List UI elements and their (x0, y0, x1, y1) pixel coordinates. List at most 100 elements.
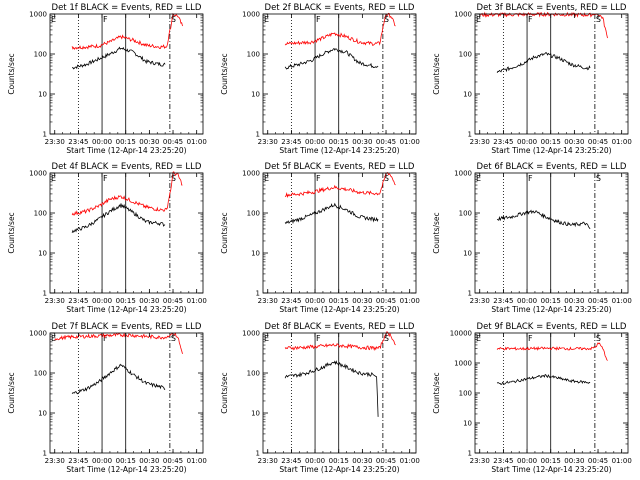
y-tick-label: 10 (463, 91, 472, 99)
marker-label-e: E (264, 174, 269, 183)
marker-label-e: E (51, 334, 56, 343)
x-tick-label: 23:45 (493, 138, 513, 146)
x-tick-label: 01:00 (400, 457, 420, 465)
plot-frame (262, 172, 417, 294)
y-tick-label: 1000 (29, 330, 47, 338)
x-tick-label: 00:00 (517, 297, 537, 305)
x-tick-label: 23:30 (45, 297, 65, 305)
y-tick-label: 100 (247, 370, 260, 378)
panel-title: Det 8f BLACK = Events, RED = LLD (265, 322, 415, 332)
plot-frame (474, 332, 629, 454)
marker-label-s: S (171, 174, 176, 183)
panel-title: Det 6f BLACK = Events, RED = LLD (477, 162, 627, 172)
y-tick-label: 1000 (454, 11, 472, 19)
series-line-events (284, 202, 379, 225)
plot-frame (474, 172, 629, 294)
x-tick-label: 00:00 (305, 297, 325, 305)
panel-title: Det 4f BLACK = Events, RED = LLD (52, 162, 202, 172)
y-tick-label: 100 (459, 210, 472, 218)
plot-frame (49, 13, 204, 135)
y-axis-label: Counts/sec (220, 53, 229, 94)
y-tick-label: 1000 (29, 11, 47, 19)
x-tick-label: 00:15 (329, 297, 349, 305)
series-line-lld (71, 171, 183, 216)
y-axis-label: Counts/sec (7, 53, 16, 94)
marker-label-e: E (476, 15, 481, 24)
panel-det-7f: Det 7f BLACK = Events, RED = LLD E F S 1 10 10… (7, 322, 207, 474)
x-tick-label: 01:00 (187, 457, 207, 465)
x-tick-label: 00:00 (517, 138, 537, 146)
x-tick-label: 23:45 (493, 457, 513, 465)
x-tick-label: 00:45 (588, 457, 608, 465)
y-tick-label: 1000 (242, 170, 260, 178)
y-tick-label: 1 (256, 131, 260, 139)
y-tick-label: 100 (34, 370, 47, 378)
series-line-lld (71, 12, 183, 50)
x-tick-label: 23:30 (258, 457, 278, 465)
y-axis-label: Counts/sec (432, 53, 441, 94)
y-axis-label: Counts/sec (432, 372, 441, 413)
x-tick-label: 00:00 (517, 457, 537, 465)
y-tick-label: 1000 (29, 170, 47, 178)
x-tick-label: 00:45 (376, 138, 396, 146)
marker-label-s: S (171, 15, 176, 24)
series-line-lld (496, 342, 608, 361)
marker-label-s: S (596, 174, 601, 183)
x-axis-label: Start Time (12-Apr-14 23:25:20) (279, 465, 399, 474)
y-tick-label: 100 (34, 51, 47, 59)
marker-label-s: S (171, 334, 176, 343)
x-tick-label: 00:15 (116, 297, 136, 305)
x-tick-label: 00:30 (352, 457, 372, 465)
y-axis-label: Counts/sec (220, 212, 229, 253)
y-tick-label: 1000 (242, 11, 260, 19)
panel-det-8f: Det 8f BLACK = Events, RED = LLD E F S 1 10 10… (220, 322, 420, 474)
marker-label-s: S (596, 15, 601, 24)
x-tick-label: 00:30 (564, 138, 584, 146)
marker-label-f: F (316, 15, 321, 24)
x-tick-label: 00:45 (163, 457, 183, 465)
plot-frame (262, 13, 417, 135)
x-tick-label: 00:45 (588, 297, 608, 305)
y-tick-label: 10 (463, 250, 472, 258)
x-tick-label: 00:30 (139, 297, 159, 305)
x-tick-label: 00:15 (116, 457, 136, 465)
marker-label-f: F (316, 174, 321, 183)
x-tick-label: 01:00 (612, 297, 632, 305)
marker-label-f: F (528, 334, 533, 343)
y-tick-label: 1 (43, 290, 47, 298)
y-tick-label: 1 (468, 450, 472, 458)
y-tick-label: 100 (247, 51, 260, 59)
x-tick-label: 00:15 (541, 138, 561, 146)
y-tick-label: 10 (251, 91, 260, 99)
y-axis-label: Counts/sec (432, 212, 441, 253)
y-tick-label: 1000 (454, 170, 472, 178)
x-axis-label: Start Time (12-Apr-14 23:25:20) (279, 305, 399, 314)
marker-label-f: F (103, 15, 108, 24)
y-tick-label: 100 (459, 51, 472, 59)
plot-frame (262, 332, 417, 454)
x-tick-label: 00:00 (305, 457, 325, 465)
x-axis-label: Start Time (12-Apr-14 23:25:20) (491, 305, 611, 314)
series-line-lld (479, 11, 608, 39)
series-line-lld (284, 172, 396, 199)
x-tick-label: 00:45 (163, 297, 183, 305)
y-tick-label: 10 (463, 420, 472, 428)
y-tick-label: 10 (38, 250, 47, 258)
y-axis-label: Counts/sec (7, 372, 16, 413)
marker-label-s: S (596, 334, 601, 343)
y-tick-label: 100 (459, 390, 472, 398)
panel-det-2f: Det 2f BLACK = Events, RED = LLD E F S 1 10 10… (220, 3, 420, 155)
y-tick-label: 1 (43, 450, 47, 458)
y-tick-label: 10 (38, 410, 47, 418)
y-tick-label: 10 (251, 250, 260, 258)
y-axis-label: Counts/sec (220, 372, 229, 413)
x-tick-label: 00:45 (376, 297, 396, 305)
y-tick-label: 1000 (242, 330, 260, 338)
x-tick-label: 00:30 (139, 138, 159, 146)
series-line-lld (284, 12, 396, 46)
x-tick-label: 01:00 (400, 138, 420, 146)
x-tick-label: 23:30 (45, 457, 65, 465)
marker-label-f: F (528, 15, 533, 24)
marker-label-s: S (384, 334, 389, 343)
